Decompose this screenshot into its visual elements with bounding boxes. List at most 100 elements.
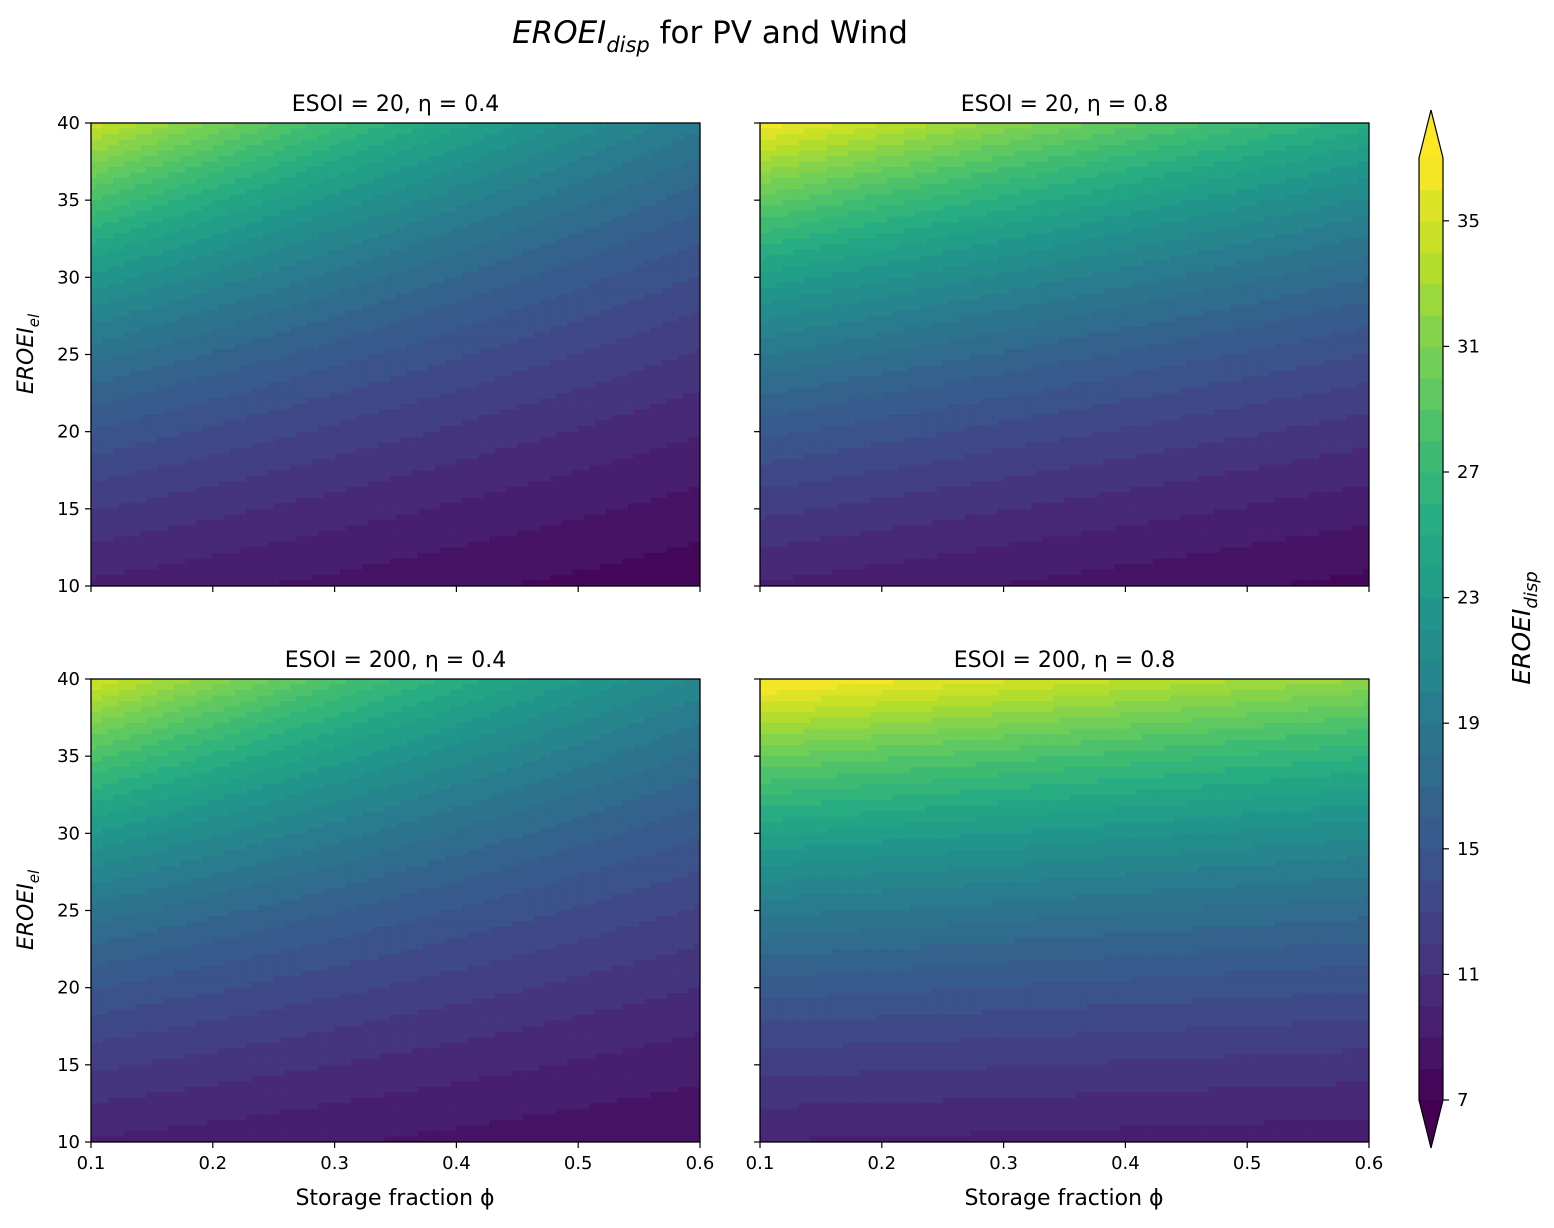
heatmap-cell (301, 244, 308, 251)
heatmap-cell (450, 222, 457, 229)
heatmap-cell (340, 321, 347, 328)
heatmap-cell (284, 304, 291, 311)
heatmap-cell (251, 233, 258, 240)
heatmap-cell (102, 277, 109, 284)
heatmap-cell (234, 354, 242, 361)
heatmap-cell (489, 194, 496, 201)
heatmap-cell (600, 343, 607, 350)
heatmap-cell (561, 128, 568, 135)
heatmap-cell (384, 260, 391, 267)
heatmap-cell (461, 156, 469, 163)
heatmap-cell (295, 371, 302, 378)
heatmap-cell (506, 255, 513, 262)
heatmap-cell (162, 123, 170, 130)
heatmap-cell (611, 260, 618, 267)
heatmap-cell (688, 150, 696, 157)
heatmap-cell (644, 326, 651, 334)
heatmap-cell (362, 282, 369, 289)
heatmap-cell (229, 227, 236, 234)
heatmap-cell (384, 222, 391, 229)
heatmap-cell (694, 310, 700, 317)
heatmap-cell (384, 304, 391, 311)
heatmap-cell (556, 128, 563, 135)
heatmap-cell (113, 360, 120, 367)
heatmap-cell (423, 304, 430, 311)
heatmap-cell (688, 299, 696, 306)
heatmap-cell (162, 332, 170, 339)
heatmap-cell (661, 227, 668, 234)
heatmap-cell (628, 123, 635, 130)
heatmap-cell (312, 371, 319, 378)
heatmap-cell (561, 348, 568, 356)
heatmap-cell (229, 156, 236, 163)
heatmap-cell (628, 150, 635, 157)
heatmap-cell (251, 161, 258, 168)
heatmap-cell (96, 183, 103, 190)
heatmap-cell (672, 337, 679, 345)
heatmap-cell (473, 150, 480, 157)
heatmap-cell (334, 161, 341, 168)
heatmap-cell (389, 211, 397, 218)
heatmap-cell (633, 227, 640, 234)
heatmap-cell (268, 178, 275, 185)
heatmap-cell (168, 222, 175, 229)
heatmap-cell (290, 266, 297, 273)
heatmap-cell (401, 211, 408, 218)
heatmap-cell (362, 288, 369, 295)
heatmap-cell (162, 277, 170, 284)
heatmap-cell (168, 277, 175, 284)
heatmap-cell (113, 194, 120, 201)
heatmap-cell (306, 244, 314, 251)
heatmap-cell (118, 183, 125, 190)
heatmap-cell (223, 189, 231, 196)
heatmap-cell (423, 167, 430, 174)
heatmap-cell (688, 343, 696, 350)
heatmap-cell (578, 288, 585, 295)
heatmap-cell (96, 238, 103, 245)
heatmap-cell (539, 249, 546, 256)
heatmap-cell (107, 310, 114, 317)
heatmap-cell (644, 332, 651, 339)
heatmap-cell (317, 299, 325, 306)
heatmap-cell (378, 233, 386, 240)
heatmap-cell (312, 288, 319, 295)
heatmap-cell (257, 222, 264, 229)
heatmap-cell (212, 271, 219, 278)
heatmap-cell (196, 211, 203, 218)
heatmap-cell (262, 244, 269, 251)
heatmap-cell (384, 156, 391, 163)
heatmap-cell (389, 321, 397, 328)
heatmap-cell (295, 282, 302, 289)
heatmap-cell (384, 288, 391, 295)
heatmap-cell (246, 348, 253, 356)
heatmap-cell (140, 222, 147, 229)
heatmap-cell (406, 211, 413, 218)
heatmap-cell (417, 354, 424, 361)
heatmap-cell (356, 244, 363, 251)
heatmap-cell (622, 321, 629, 328)
heatmap-cell (406, 205, 413, 212)
heatmap-cell (295, 178, 302, 185)
heatmap-cell (533, 354, 541, 361)
heatmap-cell (312, 315, 319, 323)
heatmap-cell (639, 216, 646, 223)
heatmap-cell (290, 321, 297, 328)
heatmap-cell (273, 310, 280, 317)
heatmap-cell (567, 183, 574, 190)
heatmap-cell (384, 310, 391, 317)
heatmap-cell (356, 172, 363, 179)
heatmap-cell (417, 128, 424, 135)
heatmap-cell (672, 354, 679, 361)
heatmap-cell (146, 343, 153, 350)
heatmap-cell (517, 172, 524, 179)
heatmap-cell (666, 271, 673, 278)
heatmap-cell (329, 277, 336, 284)
heatmap-cell (157, 233, 164, 240)
heatmap-cell (312, 299, 319, 306)
heatmap-cell (96, 299, 103, 306)
heatmap-cell (517, 200, 524, 207)
heatmap-cell (556, 189, 563, 196)
heatmap-cell (434, 178, 441, 185)
heatmap-cell (578, 172, 585, 179)
heatmap-cell (589, 123, 596, 130)
